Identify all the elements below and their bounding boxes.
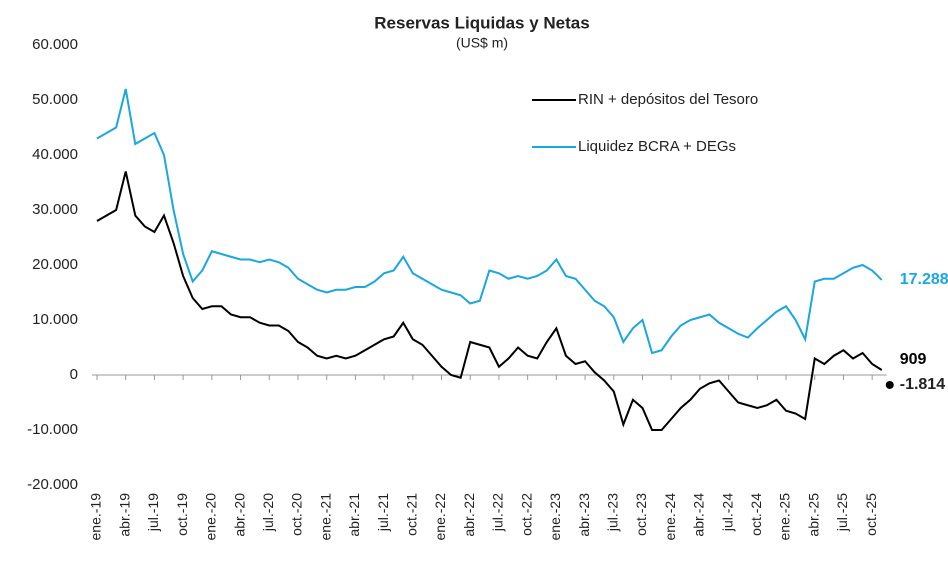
- y-tick-label: 20.000: [32, 256, 78, 273]
- x-tick-label: abr.-19: [116, 493, 132, 537]
- x-tick-label: oct.-20: [289, 493, 305, 536]
- line-series: [96, 171, 883, 431]
- x-tick-label: ene.-22: [432, 493, 448, 541]
- x-tick-label: jul.-23: [604, 493, 620, 532]
- x-tick-label: oct.-19: [174, 493, 190, 536]
- end-label: 17.288: [900, 271, 948, 288]
- y-tick-label: 30.000: [32, 201, 78, 218]
- y-tick-label: 50.000: [32, 91, 78, 108]
- x-tick-label: oct.-22: [518, 493, 534, 536]
- y-tick-label: 40.000: [32, 146, 78, 163]
- x-tick-label: ene.-25: [777, 493, 793, 541]
- x-tick-label: ene.-21: [317, 493, 333, 541]
- x-tick-label: ene.-20: [203, 493, 219, 541]
- point-marker: [885, 380, 894, 389]
- legend-label: RIN + depósitos del Tesoro: [578, 91, 758, 108]
- line-series: [96, 88, 883, 355]
- y-tick-label: -20.000: [27, 476, 78, 493]
- x-tick-label: oct.-24: [748, 493, 764, 536]
- y-tick-label: -10.000: [27, 421, 78, 438]
- x-tick-label: abr.-22: [461, 493, 477, 537]
- y-tick-label: 0: [70, 366, 78, 383]
- x-tick-label: abr.-23: [576, 493, 592, 537]
- x-tick-label: jul.-20: [260, 493, 276, 532]
- x-tick-label: oct.-21: [404, 493, 420, 536]
- end-label: 909: [900, 351, 927, 368]
- x-tick-label: ene.-19: [88, 493, 104, 541]
- x-tick-label: ene.-24: [662, 493, 678, 541]
- chart-subtitle: (US$ m): [456, 35, 508, 51]
- y-tick-label: 10.000: [32, 311, 78, 328]
- x-tick-label: abr.-20: [231, 493, 247, 537]
- x-tick-label: oct.-25: [863, 493, 879, 536]
- x-tick-label: abr.-25: [805, 493, 821, 537]
- x-tick-label: jul.-21: [375, 493, 391, 532]
- x-tick-label: oct.-23: [633, 493, 649, 536]
- x-tick-label: jul.-22: [490, 493, 506, 532]
- x-tick-label: jul.-19: [145, 493, 161, 532]
- x-tick-label: jul.-24: [719, 493, 735, 532]
- chart-title: Reservas Liquidas y Netas: [374, 13, 589, 32]
- point-label: -1.814: [900, 376, 945, 393]
- x-tick-label: abr.-21: [346, 493, 362, 537]
- x-tick-label: abr.-24: [691, 493, 707, 537]
- y-tick-label: 60.000: [32, 36, 78, 53]
- x-tick-label: ene.-23: [547, 493, 563, 541]
- legend-label: Liquidez BCRA + DEGs: [578, 138, 736, 155]
- x-tick-label: jul.-25: [834, 493, 850, 532]
